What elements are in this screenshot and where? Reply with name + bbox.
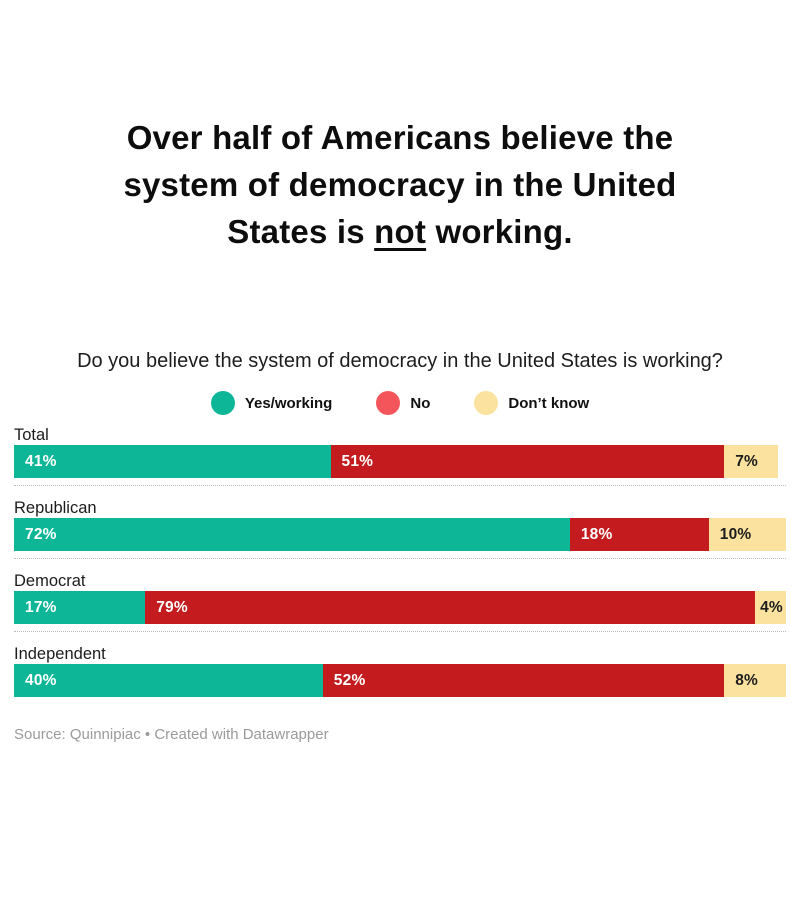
bar-segment-don-t-know: 8% (724, 664, 786, 697)
bar-value-label: 4% (760, 598, 783, 616)
category-label: Democrat (14, 572, 86, 590)
bar-segment-yes-working: 17% (14, 591, 146, 624)
chart-row-democrat: Democrat 17% 79% 4% (14, 571, 786, 632)
row-divider (14, 631, 786, 632)
title-line-3-suffix: working. (426, 213, 573, 250)
title-line-2: system of democracy in the United (123, 166, 677, 203)
chart-row-total: Total 41% 51% 7% (14, 425, 786, 486)
legend-label: No (410, 394, 431, 412)
legend-item-don-t-know: Don’t know (474, 391, 589, 415)
chart-question: Do you believe the system of democracy i… (77, 350, 723, 372)
bar-value-label: 8% (735, 671, 759, 689)
bar-value-label: 41% (25, 452, 57, 470)
stacked-bar: 41% 51% 7% (14, 445, 786, 478)
bar-value-label: 51% (341, 452, 374, 470)
bar-value-label: 18% (580, 525, 613, 543)
category-label: Total (14, 426, 49, 444)
bar-value-label: 72% (25, 525, 57, 543)
title-line-3-prefix: States is (227, 213, 375, 250)
bar-segment-no: 79% (145, 591, 756, 624)
bar-segment-don-t-know: 10% (708, 518, 786, 551)
bar-segment-no: 52% (322, 664, 725, 697)
bar-segment-yes-working: 72% (14, 518, 570, 551)
bar-segment-no: 18% (569, 518, 709, 551)
stacked-bar: 72% 18% 10% (14, 518, 786, 551)
title-underlined-word: not (374, 213, 427, 250)
title-line-1: Over half of Americans believe the (126, 119, 674, 156)
category-label: Republican (14, 499, 97, 517)
bar-segment-don-t-know: 4% (755, 591, 786, 624)
bar-value-label: 10% (719, 525, 752, 543)
bar-value-label: 17% (25, 598, 57, 616)
bar-segment-yes-working: 40% (14, 664, 323, 697)
legend-swatch-icon (474, 391, 499, 415)
stacked-bar: 40% 52% 8% (14, 664, 786, 697)
bar-segment-yes-working: 41% (14, 445, 331, 478)
bar-segment-no: 51% (330, 445, 725, 478)
legend-item-yes-working: Yes/working (210, 391, 333, 415)
legend-item-no: No (376, 391, 430, 415)
legend-label: Yes/working (244, 394, 333, 412)
chart-row-independent: Independent 40% 52% 8% (14, 644, 786, 697)
row-divider (14, 558, 786, 559)
legend-swatch-icon (376, 391, 401, 415)
legend-label: Don’t know (508, 394, 590, 412)
row-divider (14, 485, 786, 486)
title-line-3: States is not working. (60, 208, 740, 255)
chart-row-republican: Republican 72% 18% 10% (14, 498, 786, 559)
chart-page: Over half of Americans believe the syste… (0, 114, 800, 914)
category-label: Independent (14, 645, 106, 663)
bar-value-label: 40% (25, 671, 57, 689)
bar-segment-don-t-know: 7% (724, 445, 779, 478)
legend: Yes/working No Don’t know (0, 391, 800, 415)
bar-value-label: 52% (333, 671, 366, 689)
stacked-bar-chart: Total 41% 51% 7% Republican 72% 18% 10% Democrat… (0, 425, 800, 697)
legend-swatch-icon (210, 391, 235, 415)
chart-title: Over half of Americans believe the syste… (60, 114, 740, 255)
bar-value-label: 7% (735, 452, 759, 470)
bar-value-label: 79% (156, 598, 188, 616)
stacked-bar: 17% 79% 4% (14, 591, 786, 624)
source-note: Source: Quinnipiac • Created with Datawr… (14, 726, 329, 743)
